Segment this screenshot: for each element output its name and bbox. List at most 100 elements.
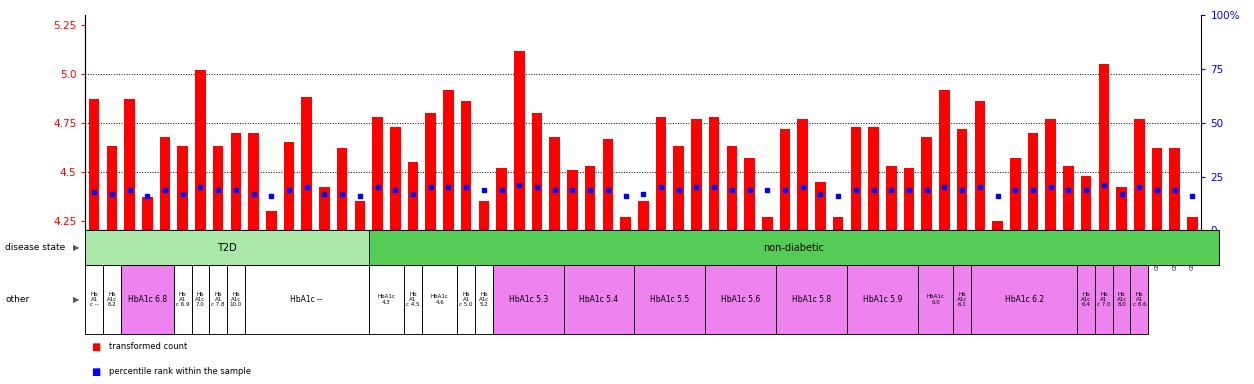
Bar [159, 137, 171, 230]
Bar [850, 127, 861, 230]
Bar [390, 127, 400, 230]
Bar [1188, 217, 1198, 230]
Bar [1134, 119, 1145, 230]
Bar [372, 117, 382, 230]
Bar [1170, 148, 1180, 230]
Text: HbA1c
6.0: HbA1c 6.0 [927, 294, 944, 305]
Bar [443, 89, 454, 230]
Bar [283, 142, 295, 230]
Text: Hb
A1
c 8.6: Hb A1 c 8.6 [1132, 291, 1146, 308]
Bar [142, 197, 153, 230]
Text: HbA1c 6.8: HbA1c 6.8 [128, 295, 167, 304]
Text: HbA1c 5.5: HbA1c 5.5 [651, 295, 690, 304]
Bar [798, 119, 808, 230]
Bar [567, 170, 578, 230]
Bar [780, 129, 790, 230]
Bar [107, 146, 117, 230]
Bar [177, 146, 188, 230]
Text: Hb
A1c
5.2: Hb A1c 5.2 [479, 291, 489, 308]
Bar [709, 117, 720, 230]
Bar [514, 51, 524, 230]
Text: non-diabetic: non-diabetic [764, 243, 824, 253]
Text: ▶: ▶ [73, 243, 79, 252]
Text: Hb
A1
c 7.0: Hb A1 c 7.0 [1097, 291, 1111, 308]
Text: Hb
A1c
7.0: Hb A1c 7.0 [196, 291, 206, 308]
Bar [1081, 175, 1091, 230]
Bar [868, 127, 879, 230]
Text: HbA1c
4.6: HbA1c 4.6 [430, 294, 449, 305]
Text: Hb
A1c
6.4: Hb A1c 6.4 [1081, 291, 1091, 308]
Bar [745, 158, 755, 230]
Bar [532, 113, 542, 230]
Bar [460, 101, 472, 230]
Bar [922, 137, 932, 230]
Bar [1151, 148, 1162, 230]
Text: percentile rank within the sample: percentile rank within the sample [109, 367, 251, 376]
Bar [887, 166, 897, 230]
Bar [691, 119, 702, 230]
Bar [266, 211, 277, 230]
Text: Hb
A1c
6.1: Hb A1c 6.1 [957, 291, 967, 308]
Bar [231, 132, 241, 230]
Text: HbA1c 5.3: HbA1c 5.3 [509, 295, 548, 304]
Bar [425, 113, 436, 230]
Text: Hb
A1c
8.0: Hb A1c 8.0 [1116, 291, 1127, 308]
Bar [656, 117, 666, 230]
Bar [319, 187, 330, 230]
Text: Hb
A1c
10.0: Hb A1c 10.0 [229, 291, 242, 308]
Text: other: other [5, 295, 29, 304]
Text: HbA1c 5.8: HbA1c 5.8 [793, 295, 831, 304]
Bar [939, 89, 949, 230]
Text: Hb
A1
c 5.0: Hb A1 c 5.0 [459, 291, 473, 308]
Bar [301, 98, 312, 230]
Text: Hb
A1c
6.2: Hb A1c 6.2 [107, 291, 117, 308]
Text: disease state: disease state [5, 243, 65, 252]
Bar [762, 217, 772, 230]
Bar [248, 132, 258, 230]
Text: Hb
A1
c --: Hb A1 c -- [90, 291, 99, 308]
Bar [673, 146, 683, 230]
Bar [1028, 132, 1038, 230]
Bar [337, 148, 347, 230]
Bar [603, 139, 613, 230]
Text: Hb
A1
c 4.5: Hb A1 c 4.5 [406, 291, 420, 308]
Text: HbA1c 5.6: HbA1c 5.6 [721, 295, 760, 304]
Bar [213, 146, 223, 230]
Text: T2D: T2D [217, 243, 237, 253]
Bar [1116, 187, 1127, 230]
Text: HbA1c --: HbA1c -- [291, 295, 324, 304]
Bar [1063, 166, 1073, 230]
Text: HbA1c 5.9: HbA1c 5.9 [863, 295, 902, 304]
Text: transformed count: transformed count [109, 342, 187, 351]
Bar [992, 221, 1003, 230]
Bar [479, 201, 489, 230]
Bar [89, 99, 99, 230]
Bar [833, 217, 844, 230]
Bar [497, 168, 507, 230]
Bar [584, 166, 596, 230]
Bar [1099, 64, 1110, 230]
Text: HbA1c
4.3: HbA1c 4.3 [377, 294, 395, 305]
Bar [355, 201, 365, 230]
Bar [196, 70, 206, 230]
Bar [904, 168, 914, 230]
Text: HbA1c 5.4: HbA1c 5.4 [579, 295, 618, 304]
Bar [124, 99, 135, 230]
Text: ■: ■ [92, 341, 100, 352]
Bar [1046, 119, 1056, 230]
Bar [408, 162, 419, 230]
Bar [638, 201, 648, 230]
Text: Hb
A1
c 7.8: Hb A1 c 7.8 [212, 291, 224, 308]
Bar [549, 137, 561, 230]
Text: Hb
A1
c 6.9: Hb A1 c 6.9 [176, 291, 189, 308]
Bar [621, 217, 631, 230]
Text: ▶: ▶ [73, 295, 79, 304]
Bar [957, 129, 968, 230]
Text: HbA1c 6.2: HbA1c 6.2 [1004, 295, 1043, 304]
Bar [974, 101, 986, 230]
Bar [726, 146, 737, 230]
Bar [815, 182, 826, 230]
Text: ■: ■ [92, 366, 100, 377]
Bar [1009, 158, 1021, 230]
Bar [1205, 227, 1215, 230]
